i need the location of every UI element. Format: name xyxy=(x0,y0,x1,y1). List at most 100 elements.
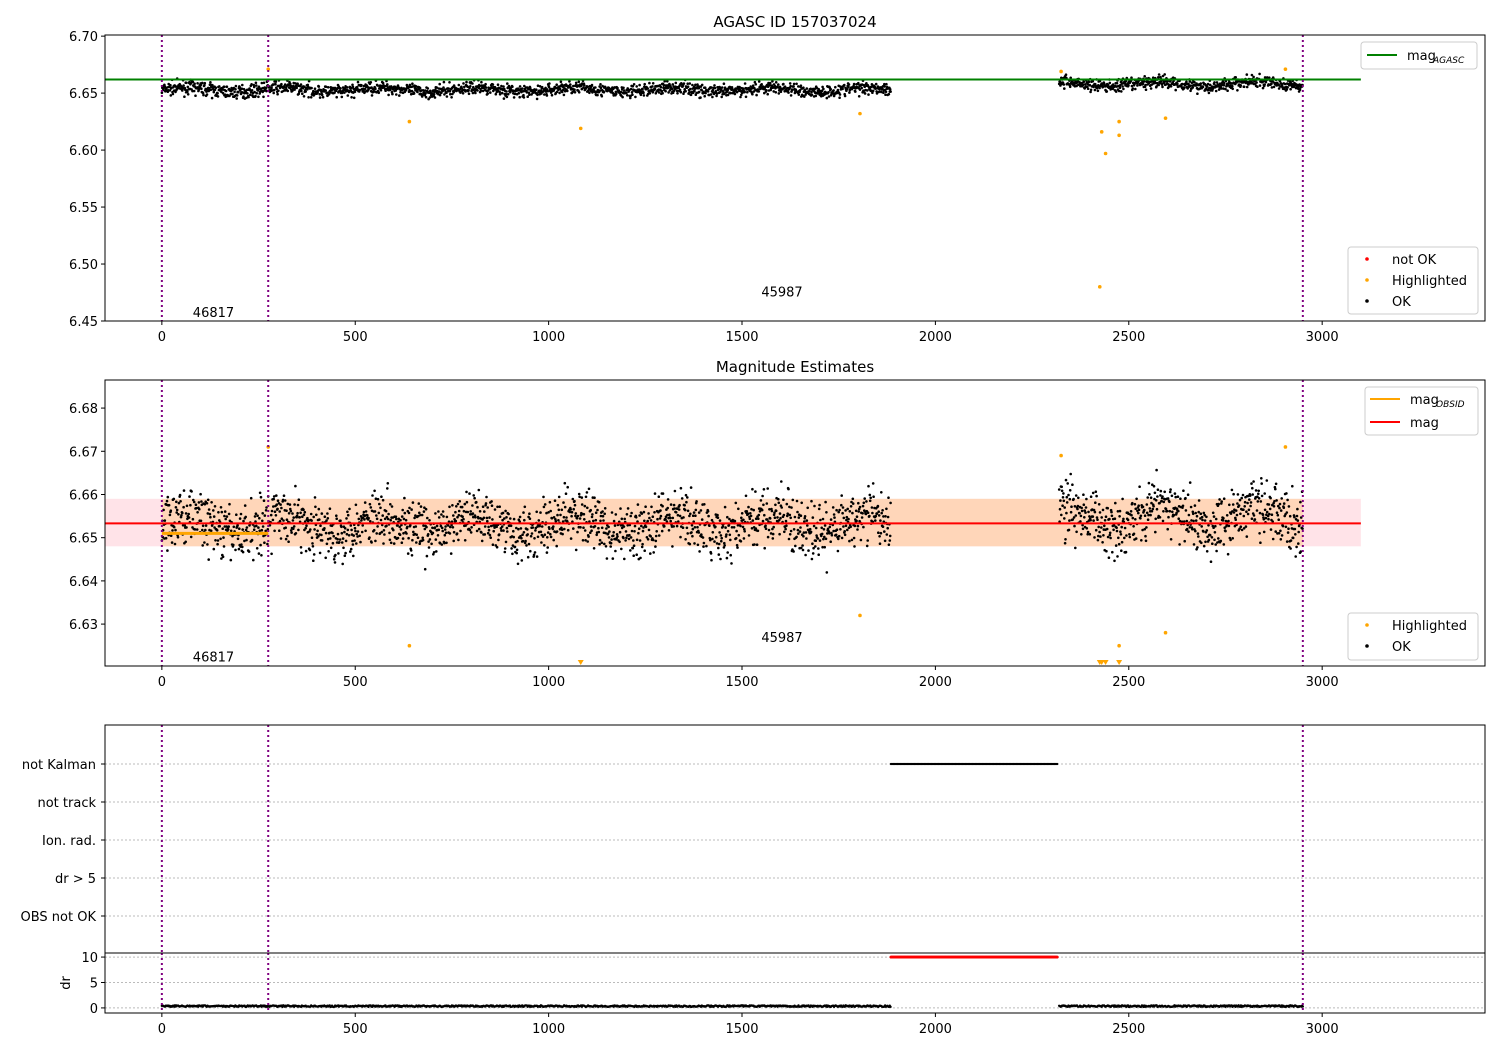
ok-point xyxy=(169,83,172,87)
ok-point xyxy=(830,533,834,537)
ok-point xyxy=(314,505,317,509)
ok-point xyxy=(1137,504,1140,508)
ok-point xyxy=(610,89,614,93)
ok-point xyxy=(293,503,296,506)
ok-point xyxy=(706,510,710,513)
ok-point xyxy=(504,540,508,544)
ok-point xyxy=(1161,74,1165,78)
ok-point xyxy=(260,528,264,532)
ok-point xyxy=(1109,536,1112,540)
ok-point xyxy=(296,82,299,85)
ok-point xyxy=(221,527,224,530)
ok-point xyxy=(171,529,174,532)
ok-point xyxy=(774,503,777,507)
ok-point xyxy=(220,557,223,560)
ok-point xyxy=(1185,80,1188,84)
ok-point xyxy=(1193,504,1197,507)
ok-point xyxy=(590,529,593,532)
ok-point xyxy=(340,531,344,535)
ok-point xyxy=(527,515,530,519)
ok-point xyxy=(336,532,340,536)
ok-point xyxy=(607,536,611,539)
ok-point xyxy=(1178,543,1181,546)
ok-point xyxy=(312,89,315,93)
ok-point xyxy=(398,533,402,536)
ok-point xyxy=(489,524,493,528)
ok-point xyxy=(783,85,787,88)
ok-point xyxy=(270,552,273,556)
ok-point xyxy=(519,534,522,538)
ok-point xyxy=(1161,495,1164,498)
ok-point xyxy=(697,90,701,94)
ok-point xyxy=(175,508,179,512)
ok-point xyxy=(715,94,718,98)
ok-point xyxy=(1294,533,1297,536)
ok-point xyxy=(1149,87,1153,90)
ok-point xyxy=(396,84,400,87)
ok-point xyxy=(663,524,666,528)
ok-point xyxy=(865,500,868,503)
flag-label: not track xyxy=(37,796,96,811)
ok-point xyxy=(1079,520,1082,523)
ok-point xyxy=(1260,482,1263,485)
ok-point xyxy=(739,524,742,528)
ok-point xyxy=(573,91,577,94)
ok-point xyxy=(370,541,373,544)
ok-point xyxy=(598,542,601,546)
ok-point xyxy=(477,488,481,492)
ok-point xyxy=(1188,84,1192,87)
ok-point xyxy=(241,83,244,87)
ok-point xyxy=(466,510,470,514)
ok-point xyxy=(1085,85,1089,88)
ok-point xyxy=(713,86,717,90)
ok-point xyxy=(362,510,366,514)
ok-point xyxy=(291,519,295,522)
ok-point xyxy=(1108,531,1112,535)
ok-point xyxy=(1106,506,1109,510)
ok-point xyxy=(699,96,702,99)
ok-point xyxy=(457,538,460,542)
ok-point xyxy=(865,82,868,85)
x-tick-label: 3000 xyxy=(1306,675,1339,690)
ok-point xyxy=(546,531,550,534)
ok-point xyxy=(436,534,440,537)
ok-point xyxy=(814,545,817,548)
ok-point xyxy=(354,503,358,507)
ok-point xyxy=(849,525,852,529)
ok-point xyxy=(1285,88,1289,91)
ok-point xyxy=(596,508,599,512)
ok-point xyxy=(522,93,525,97)
ok-point xyxy=(547,511,550,514)
ok-point xyxy=(792,528,796,531)
ok-point xyxy=(219,537,222,541)
ok-point xyxy=(1060,513,1063,517)
ok-point xyxy=(440,526,444,530)
ok-point xyxy=(1096,89,1100,93)
ok-point xyxy=(1149,513,1152,517)
ok-point xyxy=(469,510,473,513)
ok-point xyxy=(506,530,509,533)
ok-point xyxy=(1238,498,1242,502)
ok-point xyxy=(400,541,404,544)
ok-point xyxy=(1156,495,1159,498)
ok-point xyxy=(194,94,197,97)
ok-point xyxy=(838,93,842,96)
ok-point xyxy=(1187,82,1190,86)
ok-point xyxy=(1252,514,1256,517)
ok-point xyxy=(433,96,437,99)
ok-point xyxy=(888,88,892,91)
ok-point xyxy=(1102,534,1105,537)
ok-point xyxy=(770,509,774,513)
ok-point xyxy=(225,515,229,518)
ok-point xyxy=(1256,85,1259,88)
ok-point xyxy=(257,95,260,99)
ok-point xyxy=(747,534,751,537)
ok-point xyxy=(214,539,217,542)
ok-point xyxy=(344,539,348,543)
ok-point xyxy=(1271,520,1274,523)
ok-point xyxy=(586,85,589,89)
ok-point xyxy=(689,486,693,489)
ok-point xyxy=(300,551,303,555)
ok-point xyxy=(234,548,237,552)
ok-point xyxy=(304,526,308,530)
